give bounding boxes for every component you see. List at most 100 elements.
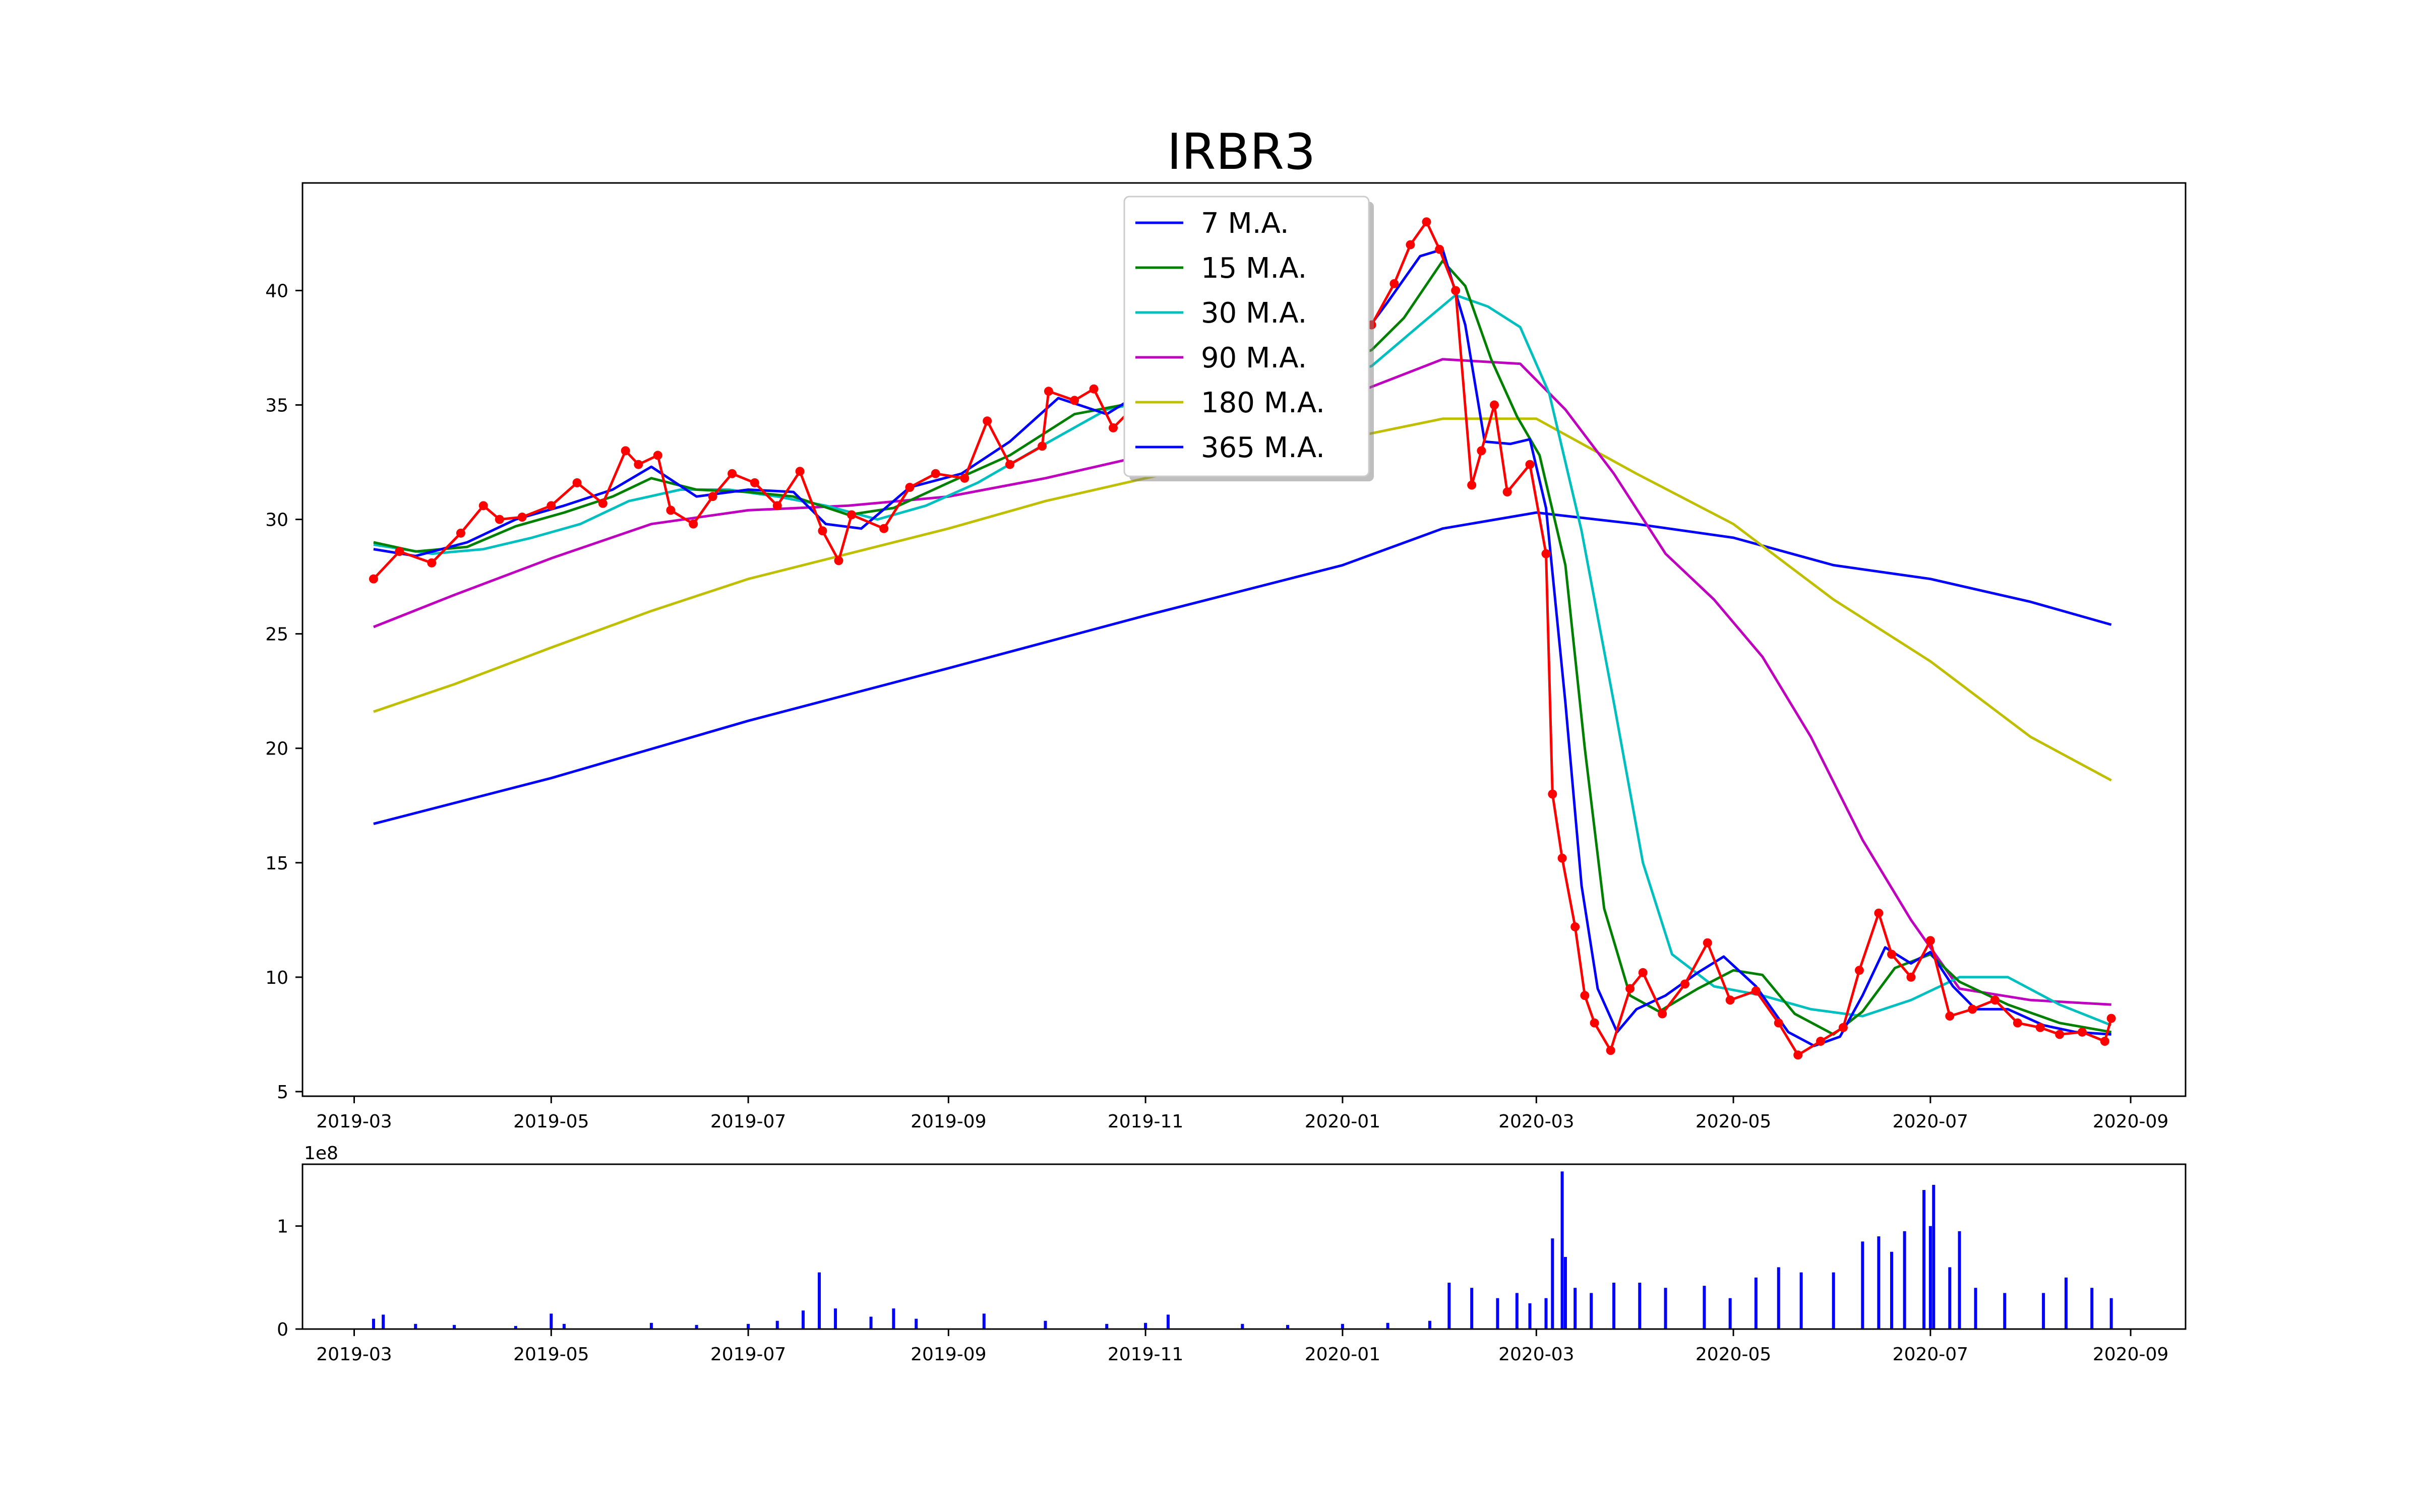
volume-x-tick-label: 2019-09: [911, 1344, 986, 1365]
price-point: [1467, 480, 1477, 490]
price-point: [1490, 400, 1499, 410]
price-point: [689, 519, 698, 529]
volume-bar: [414, 1324, 417, 1329]
ma-line-7-ma: [373, 248, 2111, 1047]
volume-bar: [1638, 1283, 1642, 1329]
price-point: [772, 501, 782, 511]
price-point: [1570, 922, 1580, 931]
volume-bar: [562, 1324, 566, 1329]
volume-bar: [834, 1308, 837, 1329]
volume-x-tick-label: 2020-05: [1696, 1344, 1771, 1365]
price-point: [905, 483, 915, 492]
volume-bar: [1877, 1236, 1881, 1329]
volume-bar: [1544, 1298, 1548, 1329]
volume-bar: [892, 1308, 895, 1329]
price-y-tick-label: 15: [265, 853, 288, 874]
price-point: [750, 478, 759, 487]
ma-line-365-ma: [373, 511, 2112, 826]
price-point: [1658, 1009, 1667, 1019]
price-point: [547, 501, 556, 511]
price-point: [1606, 1046, 1615, 1055]
price-point: [1422, 217, 1431, 227]
price-point: [1038, 442, 1047, 451]
volume-bar: [2090, 1288, 2094, 1329]
price-point: [1044, 387, 1053, 396]
price-point: [1838, 1023, 1848, 1032]
price-point: [1541, 549, 1551, 558]
price-point: [495, 515, 504, 524]
price-point: [1703, 938, 1712, 948]
volume-bar: [818, 1272, 821, 1329]
legend-label: 180 M.A.: [1201, 387, 1325, 419]
price-point: [1887, 950, 1897, 959]
price-point: [1774, 1018, 1783, 1028]
price-point: [1793, 1050, 1803, 1060]
volume-bar: [1932, 1184, 1935, 1329]
price-x-tick-label: 2020-05: [1696, 1111, 1771, 1132]
price-axes-frame: [301, 182, 2187, 1097]
volume-bar: [2109, 1298, 2113, 1329]
legend-label: 365 M.A.: [1201, 431, 1325, 464]
price-point: [2013, 1018, 2022, 1028]
price-point: [517, 513, 527, 522]
volume-bar: [1286, 1325, 1289, 1329]
price-y-tick-label: 30: [265, 510, 288, 531]
legend-label: 7 M.A.: [1201, 207, 1289, 240]
price-point: [2077, 1027, 2087, 1037]
volume-bar: [1341, 1324, 1344, 1329]
volume-bar: [1496, 1298, 1499, 1329]
price-point: [1925, 936, 1935, 946]
price-point: [1854, 966, 1864, 975]
legend-label: 15 M.A.: [1201, 252, 1307, 285]
ma-line-15-ma: [373, 259, 2112, 1036]
volume-y-tick-label: 1: [277, 1217, 288, 1237]
price-x-tick-label: 2019-07: [710, 1111, 786, 1132]
price-point: [1477, 446, 1486, 456]
volume-bar: [1470, 1288, 1474, 1329]
volume-plot-area: 2019-03 2019-05 2019-07 2019-09 2019-11 2020-…: [277, 1163, 2187, 1365]
price-x-tick-label: 2019-11: [1108, 1111, 1183, 1132]
price-point: [1990, 995, 2000, 1005]
volume-bar: [1044, 1320, 1047, 1329]
price-point: [931, 469, 940, 478]
volume-bar: [1574, 1288, 1577, 1329]
volume-bar: [550, 1313, 553, 1329]
price-point: [1109, 423, 1118, 432]
price-point: [1625, 984, 1635, 993]
volume-bar: [1861, 1241, 1864, 1329]
volume-bar: [695, 1325, 698, 1329]
volume-x-tick-label: 2020-01: [1305, 1344, 1380, 1365]
price-point: [1525, 460, 1535, 469]
volume-bar: [1560, 1171, 1564, 1329]
volume-x-tick-label: 2020-09: [2093, 1344, 2168, 1365]
volume-bar: [1612, 1283, 1616, 1329]
volume-bar: [1890, 1251, 1894, 1329]
price-point: [983, 416, 992, 426]
price-point: [427, 558, 437, 568]
volume-x-tick-label: 2020-07: [1893, 1344, 1968, 1365]
volume-bar: [649, 1322, 653, 1329]
price-point: [1070, 396, 1079, 405]
price-point: [1435, 244, 1444, 254]
price-point: [1005, 460, 1015, 469]
price-point: [728, 469, 737, 478]
ma-line-90-ma: [373, 358, 2111, 1006]
price-point: [369, 574, 378, 584]
price-point: [1502, 487, 1512, 497]
volume-x-tick-label: 2019-05: [513, 1344, 589, 1365]
volume-bar: [982, 1313, 986, 1329]
volume-x-tick-label: 2019-11: [1108, 1344, 1183, 1365]
price-point: [847, 510, 857, 520]
price-x-tick-label: 2020-07: [1893, 1111, 1968, 1132]
price-point: [879, 524, 889, 533]
price-point: [1638, 968, 1648, 977]
price-point: [1906, 972, 1916, 982]
price-point: [666, 506, 676, 515]
legend: 7 M.A. 15 M.A. 30 M.A. 90 M.A. 180 M.A. 365 M…: [1123, 196, 1374, 481]
price-point: [653, 451, 662, 460]
volume-axes-frame: [301, 1163, 2187, 1330]
price-point: [1557, 853, 1567, 863]
volume-bar: [1428, 1320, 1431, 1329]
price-point: [2055, 1030, 2065, 1039]
price-y-tick-label: 25: [265, 624, 288, 645]
